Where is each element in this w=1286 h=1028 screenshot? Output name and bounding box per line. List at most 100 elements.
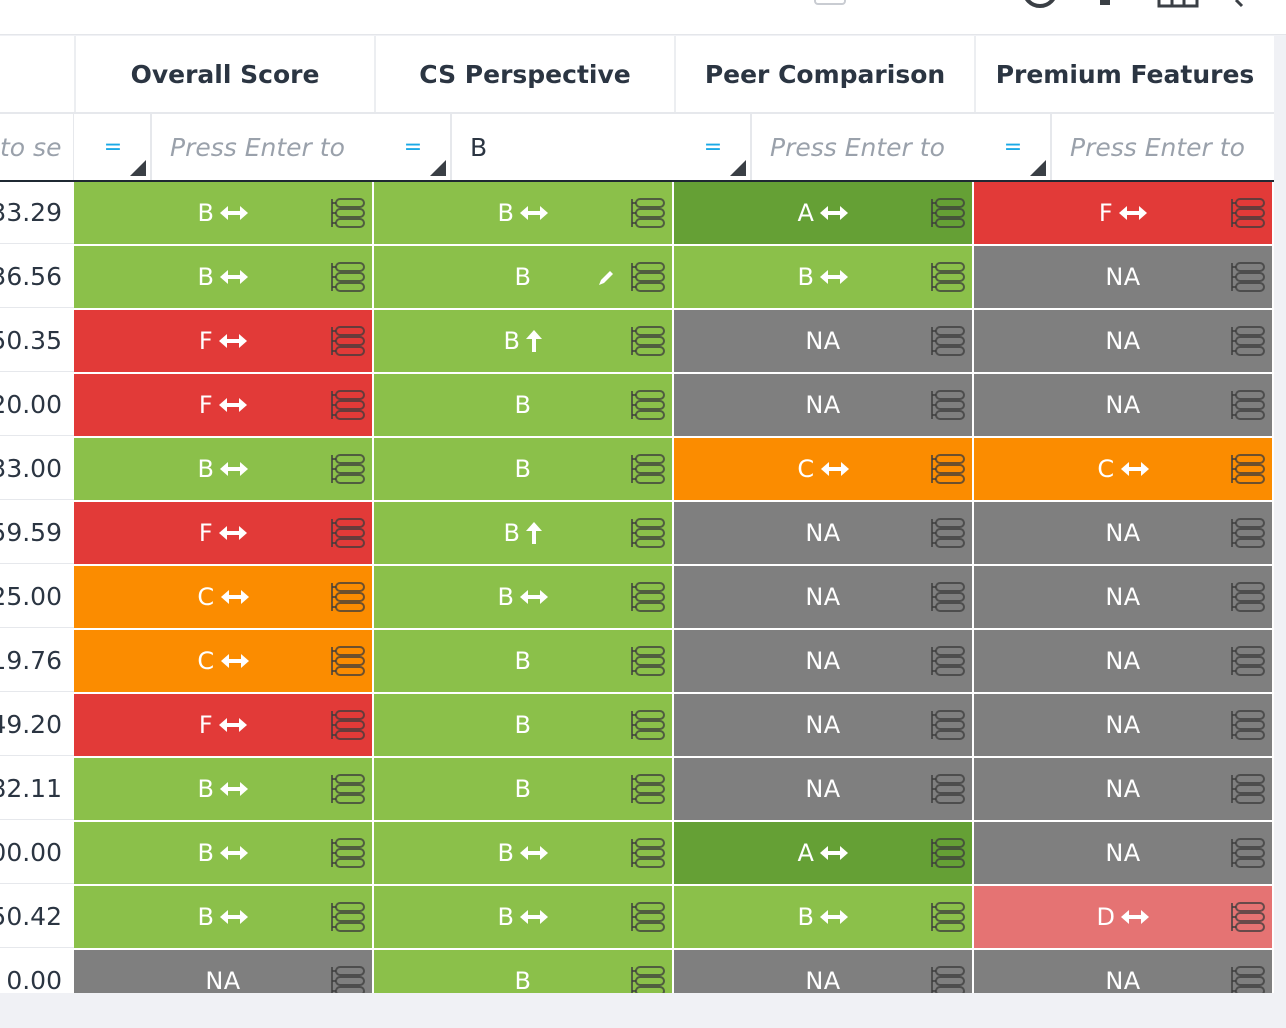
options-list-icon[interactable] — [930, 197, 966, 229]
grade-cell-cs[interactable]: B — [374, 246, 672, 308]
options-list-icon[interactable] — [930, 453, 966, 485]
options-list-icon[interactable] — [330, 837, 366, 869]
options-list-icon[interactable] — [930, 901, 966, 933]
filter-input-overall[interactable]: Press Enter to — [170, 132, 345, 162]
filter-operator-premium[interactable]: = — [976, 114, 1052, 180]
options-list-icon[interactable] — [630, 197, 666, 229]
grade-cell-cs[interactable]: B — [374, 182, 672, 244]
options-list-icon[interactable] — [630, 837, 666, 869]
column-header-overall-score[interactable]: Overall Score — [74, 36, 374, 112]
options-list-icon[interactable] — [630, 645, 666, 677]
options-list-icon[interactable] — [930, 709, 966, 741]
grade-cell-premium[interactable]: D — [974, 886, 1272, 948]
grade-cell-overall[interactable]: F — [74, 310, 372, 372]
options-list-icon[interactable] — [1230, 261, 1266, 293]
grade-cell-peer[interactable]: NA — [674, 694, 972, 756]
filter-icon[interactable] — [1094, 0, 1118, 8]
edit-icon[interactable] — [596, 268, 616, 292]
grade-cell-premium[interactable]: NA — [974, 374, 1272, 436]
grade-cell-peer[interactable]: NA — [674, 310, 972, 372]
grade-cell-cs[interactable]: B — [374, 694, 672, 756]
options-list-icon[interactable] — [630, 901, 666, 933]
filter-input-cs[interactable]: B — [470, 132, 488, 162]
column-header-peer-comparison[interactable]: Peer Comparison — [674, 36, 974, 112]
filter-input-peer[interactable]: Press Enter to — [770, 132, 945, 162]
options-list-icon[interactable] — [330, 517, 366, 549]
options-list-icon[interactable] — [630, 325, 666, 357]
grade-cell-overall[interactable]: C — [74, 630, 372, 692]
filter-input-premium[interactable]: Press Enter to — [1070, 132, 1245, 162]
grade-cell-cs[interactable]: B — [374, 950, 672, 993]
grade-cell-cs[interactable]: B — [374, 630, 672, 692]
grade-cell-premium[interactable]: NA — [974, 502, 1272, 564]
grade-cell-peer[interactable]: NA — [674, 374, 972, 436]
options-list-icon[interactable] — [1230, 389, 1266, 421]
grade-cell-cs[interactable]: B — [374, 758, 672, 820]
grade-cell-peer[interactable]: NA — [674, 502, 972, 564]
grade-cell-premium[interactable]: C — [974, 438, 1272, 500]
options-list-icon[interactable] — [630, 261, 666, 293]
options-list-icon[interactable] — [1230, 325, 1266, 357]
options-list-icon[interactable] — [630, 965, 666, 993]
options-list-icon[interactable] — [630, 453, 666, 485]
grade-cell-premium[interactable]: F — [974, 182, 1272, 244]
info-icon[interactable] — [1020, 0, 1060, 8]
grade-cell-peer[interactable]: NA — [674, 950, 972, 993]
grade-cell-overall[interactable]: B — [74, 758, 372, 820]
grade-cell-premium[interactable]: NA — [974, 566, 1272, 628]
grade-cell-peer[interactable]: C — [674, 438, 972, 500]
options-list-icon[interactable] — [630, 517, 666, 549]
grade-cell-overall[interactable]: F — [74, 374, 372, 436]
options-list-icon[interactable] — [1230, 453, 1266, 485]
options-list-icon[interactable] — [930, 261, 966, 293]
grade-cell-cs[interactable]: B — [374, 822, 672, 884]
grade-cell-peer[interactable]: NA — [674, 630, 972, 692]
grade-cell-peer[interactable]: NA — [674, 758, 972, 820]
grade-cell-peer[interactable]: B — [674, 886, 972, 948]
grade-cell-premium[interactable]: NA — [974, 630, 1272, 692]
grade-cell-peer[interactable]: A — [674, 182, 972, 244]
filter-input-value[interactable]: to se — [0, 114, 74, 180]
grade-cell-overall[interactable]: B — [74, 246, 372, 308]
options-list-icon[interactable] — [330, 453, 366, 485]
grade-cell-overall[interactable]: B — [74, 438, 372, 500]
columns-icon[interactable] — [1156, 0, 1202, 10]
options-list-icon[interactable] — [1230, 773, 1266, 805]
options-list-icon[interactable] — [630, 389, 666, 421]
column-header-premium-features[interactable]: Premium Features — [974, 36, 1274, 112]
grade-cell-overall[interactable]: F — [74, 694, 372, 756]
options-list-icon[interactable] — [930, 773, 966, 805]
options-list-icon[interactable] — [930, 517, 966, 549]
grade-cell-premium[interactable]: NA — [974, 758, 1272, 820]
options-list-icon[interactable] — [630, 773, 666, 805]
options-list-icon[interactable] — [330, 773, 366, 805]
options-list-icon[interactable] — [1230, 197, 1266, 229]
options-list-icon[interactable] — [1230, 709, 1266, 741]
options-list-icon[interactable] — [1230, 581, 1266, 613]
options-list-icon[interactable] — [930, 965, 966, 993]
grade-cell-cs[interactable]: B — [374, 438, 672, 500]
grade-cell-cs[interactable]: B — [374, 502, 672, 564]
grade-cell-peer[interactable]: A — [674, 822, 972, 884]
grade-cell-overall[interactable]: B — [74, 822, 372, 884]
grade-cell-overall[interactable]: B — [74, 886, 372, 948]
options-list-icon[interactable] — [330, 325, 366, 357]
grade-cell-premium[interactable]: NA — [974, 950, 1272, 993]
options-list-icon[interactable] — [1230, 517, 1266, 549]
options-list-icon[interactable] — [930, 581, 966, 613]
checkbox-icon[interactable] — [814, 0, 848, 6]
options-list-icon[interactable] — [1230, 965, 1266, 993]
grade-cell-premium[interactable]: NA — [974, 246, 1272, 308]
grade-cell-cs[interactable]: B — [374, 886, 672, 948]
column-header-cs-perspective[interactable]: CS Perspective — [374, 36, 674, 112]
grade-cell-overall[interactable]: C — [74, 566, 372, 628]
grade-cell-overall[interactable]: B — [74, 182, 372, 244]
options-list-icon[interactable] — [330, 261, 366, 293]
options-list-icon[interactable] — [330, 709, 366, 741]
grade-cell-cs[interactable]: B — [374, 566, 672, 628]
options-list-icon[interactable] — [1230, 837, 1266, 869]
grade-cell-peer[interactable]: B — [674, 246, 972, 308]
more-icon[interactable] — [1232, 0, 1252, 8]
options-list-icon[interactable] — [930, 325, 966, 357]
options-list-icon[interactable] — [1230, 645, 1266, 677]
